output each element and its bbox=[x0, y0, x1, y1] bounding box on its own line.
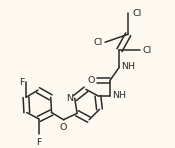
Text: O: O bbox=[60, 123, 67, 132]
Text: NH: NH bbox=[121, 62, 135, 71]
Text: Cl: Cl bbox=[142, 46, 151, 55]
Text: Cl: Cl bbox=[132, 9, 141, 18]
Text: NH: NH bbox=[112, 91, 126, 100]
Text: F: F bbox=[36, 138, 41, 147]
Text: Cl: Cl bbox=[94, 38, 103, 47]
Text: F: F bbox=[19, 78, 24, 87]
Text: N: N bbox=[66, 94, 73, 103]
Text: O: O bbox=[88, 76, 95, 85]
